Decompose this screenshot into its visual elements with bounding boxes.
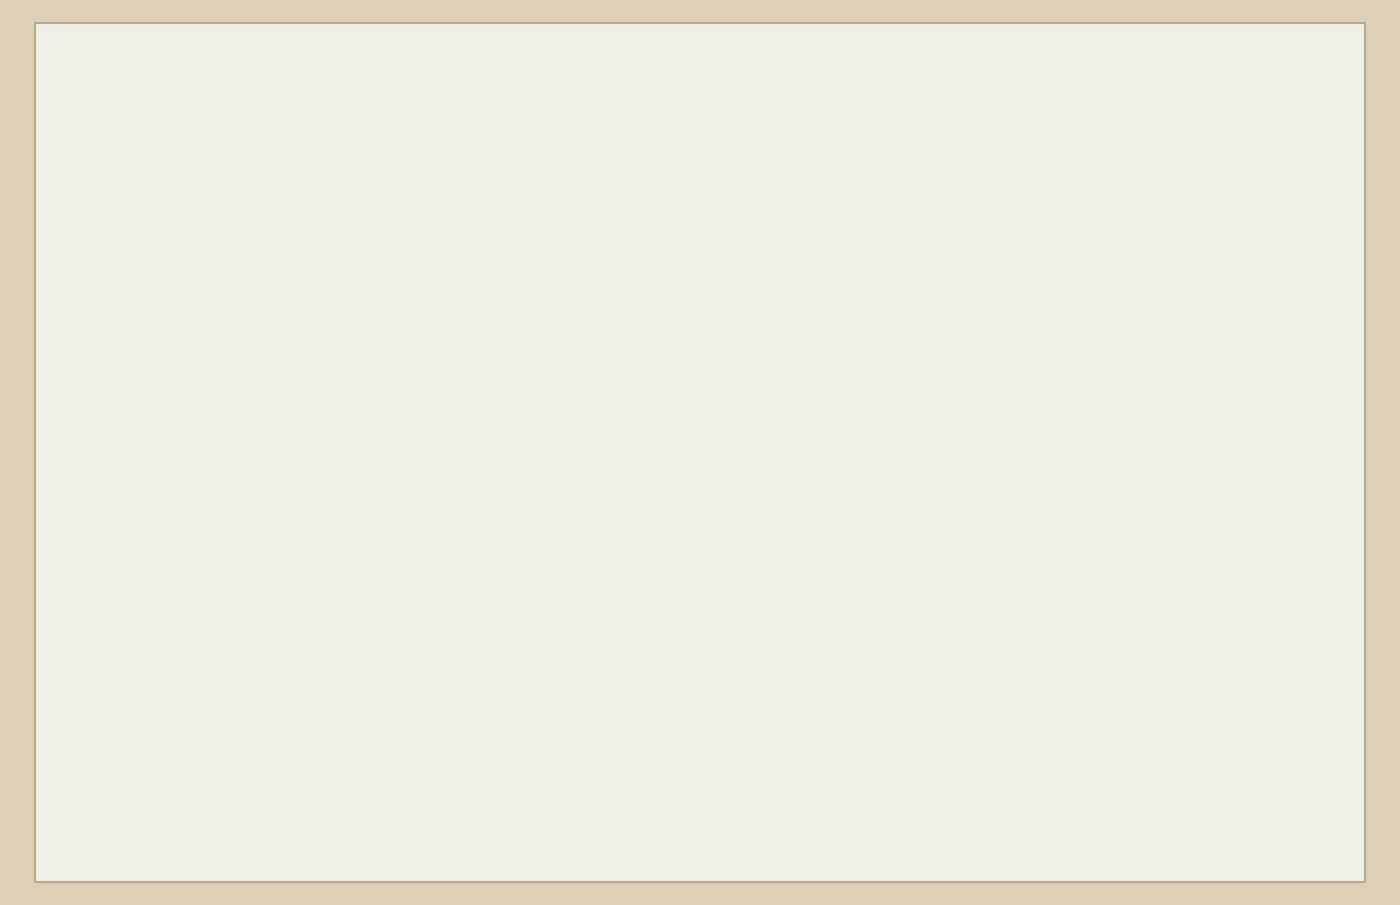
Bar [400, 411, 417, 421]
Bar [399, 261, 430, 323]
Bar [623, 244, 661, 291]
Text: leeg: leeg [288, 408, 305, 417]
Text: cwo: cwo [482, 447, 496, 453]
Text: Sporttype?: Sporttype? [430, 346, 470, 355]
Bar [993, 323, 1049, 490]
Bar [575, 416, 725, 497]
Bar [400, 396, 419, 430]
Bar [430, 698, 440, 717]
Bar [682, 257, 706, 291]
Bar [444, 698, 455, 717]
Bar [949, 528, 1075, 586]
Bar [913, 211, 934, 236]
Circle shape [533, 450, 547, 463]
Bar [631, 249, 652, 270]
Circle shape [528, 440, 543, 457]
Bar [392, 430, 500, 467]
Bar [501, 425, 525, 472]
Bar [979, 544, 1046, 569]
Text: licht: licht [442, 231, 461, 240]
Text: 2½½: 2½½ [448, 369, 468, 378]
Bar [473, 396, 491, 430]
Bar [456, 713, 504, 767]
Text: leig³: leig³ [538, 520, 554, 529]
Bar [430, 781, 455, 796]
Bar [416, 376, 435, 409]
Text: coins: coins [1025, 141, 1044, 150]
Bar [358, 376, 382, 409]
Bar [358, 411, 375, 421]
Text: 2½½: 2½½ [504, 418, 524, 427]
Bar [379, 713, 428, 767]
Text: 60|50|30|: 60|50|30| [379, 320, 417, 329]
Bar [1025, 169, 1046, 195]
Text: 2½: 2½ [504, 398, 517, 407]
Text: licht: licht [315, 289, 335, 298]
Bar [580, 257, 602, 291]
Circle shape [753, 450, 767, 463]
Text: Sporttype?: Sporttype? [455, 370, 496, 379]
Bar [388, 376, 412, 409]
Text: 2½: 2½ [288, 433, 300, 442]
Text: 60|50|30|: 60|50|30| [371, 367, 409, 376]
Bar [367, 425, 391, 472]
Bar [543, 541, 584, 588]
Bar [354, 261, 396, 323]
Bar [707, 436, 725, 478]
Bar [575, 436, 594, 478]
Text: 2½: 2½ [448, 344, 461, 353]
Circle shape [349, 440, 365, 457]
Bar [717, 541, 756, 588]
Text: centre: centre [904, 141, 928, 150]
